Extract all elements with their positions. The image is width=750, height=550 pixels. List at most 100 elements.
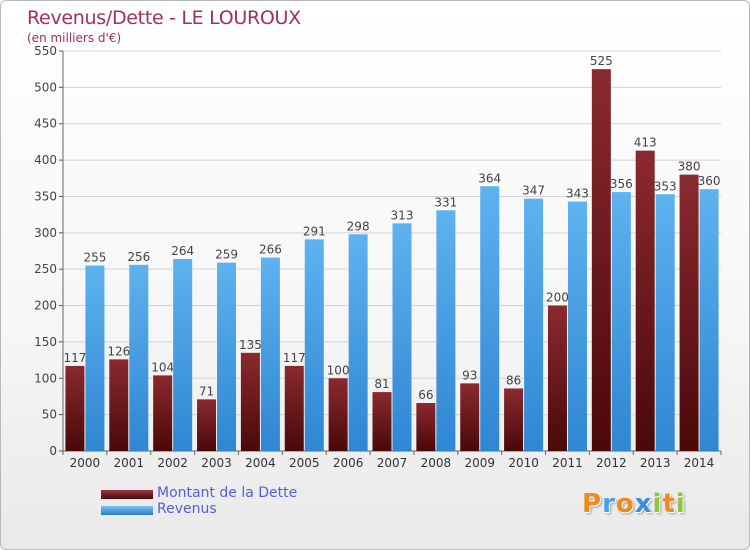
x-tick-label: 2007 [377,456,408,470]
x-tick-label: 2009 [464,456,495,470]
logo-letter: i [675,489,686,519]
bar-revenus [85,265,105,451]
data-label: 291 [303,224,326,238]
data-label: 255 [83,251,106,265]
bar-dette [372,392,392,451]
logo-letter: o [615,489,635,519]
y-tick-label: 450 [34,117,57,131]
bar-revenus [699,189,719,451]
data-label: 259 [215,248,238,262]
bar-dette [328,378,348,451]
bar-dette [65,365,85,451]
y-tick-label: 400 [34,153,57,167]
x-tick-label: 2003 [201,456,232,470]
bar-revenus [129,264,149,451]
data-label: 93 [462,368,477,382]
x-tick-label: 2005 [289,456,320,470]
x-tick-label: 2002 [157,456,188,470]
bar-revenus [524,198,544,451]
x-tick-label: 2000 [70,456,101,470]
bar-dette [635,150,655,452]
proxiti-logo: Proxiti [582,489,686,519]
bar-dette [547,305,567,451]
bar-revenus [217,262,237,451]
bar-revenus [304,239,324,451]
bar-dette [284,365,304,451]
bar-dette [109,359,129,451]
data-label: 364 [478,171,501,185]
bar-dette [591,69,611,451]
y-tick-label: 500 [34,80,57,94]
data-label: 71 [199,384,214,398]
bar-dette [504,388,524,451]
y-tick-label: 300 [34,226,57,240]
bar-revenus [611,192,631,451]
x-tick-label: 2011 [552,456,583,470]
bar-dette [240,352,260,451]
bar-dette [679,174,699,452]
chart-subtitle: (en milliers d'€) [27,31,122,45]
bar-revenus [567,201,587,451]
data-label: 353 [654,179,677,193]
data-label: 86 [506,373,521,387]
y-tick-label: 50 [42,408,57,422]
logo-letter: r [602,489,616,519]
bar-revenus [392,223,412,451]
data-label: 413 [634,136,657,150]
x-tick-label: 2013 [640,456,671,470]
data-label: 347 [522,184,545,198]
data-label: 313 [391,208,414,222]
data-label: 380 [678,160,701,174]
data-label: 256 [127,250,150,264]
x-tick-label: 2010 [508,456,539,470]
logo-letter: t [662,489,676,519]
chart-title: Revenus/Dette - LE LOUROUX [27,7,301,29]
legend-swatch-revenus [101,506,153,515]
y-tick-label: 150 [34,335,57,349]
data-label: 117 [63,351,86,365]
legend-swatch-dette [101,490,153,499]
y-tick-label: 550 [34,44,57,58]
y-tick-label: 200 [34,299,57,313]
data-label: 264 [171,244,194,258]
data-label: 356 [610,177,633,191]
bar-dette [416,403,436,451]
bar-revenus [436,210,456,451]
bar-revenus [260,257,280,451]
data-label: 343 [566,187,589,201]
y-tick-label: 100 [34,371,57,385]
bar-revenus [480,186,500,452]
logo-letter: P [582,489,603,519]
y-tick-label: 0 [49,444,57,458]
bar-revenus [655,194,675,452]
bar-dette [153,375,173,451]
legend-label-dette: Montant de la Dette [157,485,298,501]
bar-dette [197,399,217,451]
data-label: 66 [418,388,433,402]
x-tick-label: 2006 [333,456,364,470]
data-label: 126 [107,344,130,358]
logo-letter: x [634,489,653,519]
data-label: 100 [327,363,350,377]
x-tick-label: 2001 [114,456,145,470]
data-label: 331 [434,195,457,209]
x-tick-label: 2008 [421,456,452,470]
legend-label-revenus: Revenus [157,501,217,517]
data-label: 117 [283,351,306,365]
data-label: 135 [239,338,262,352]
data-label: 298 [347,219,370,233]
bar-revenus [348,234,368,451]
data-label: 525 [590,54,613,68]
x-tick-label: 2004 [245,456,276,470]
data-label: 104 [151,360,174,374]
data-label: 81 [374,377,389,391]
bar-revenus [173,259,193,451]
data-label: 200 [546,291,569,305]
logo-letter: i [652,489,663,519]
data-label: 266 [259,243,282,257]
y-tick-label: 250 [34,262,57,276]
data-label: 360 [698,174,721,188]
bar-dette [460,383,480,451]
